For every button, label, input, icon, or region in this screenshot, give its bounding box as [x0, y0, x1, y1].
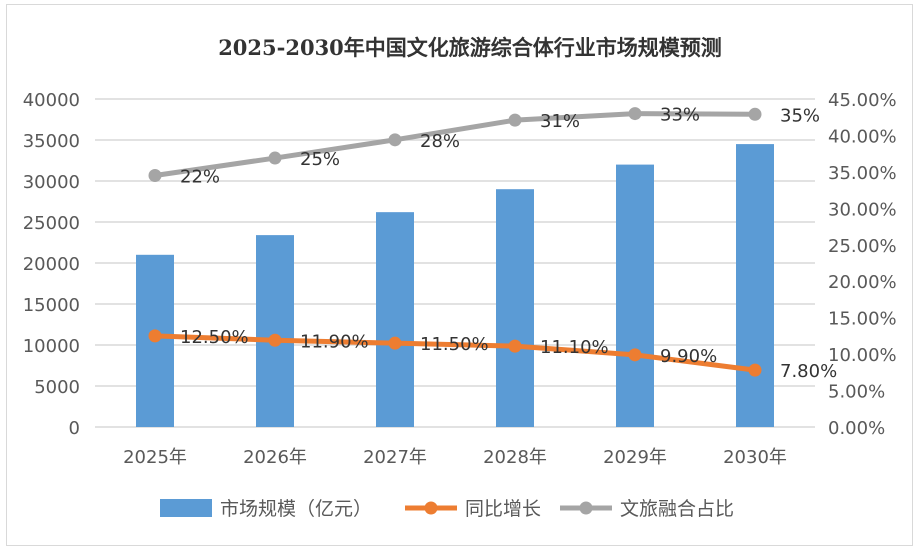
bar — [256, 235, 294, 427]
data-point — [628, 107, 642, 121]
data-point — [148, 329, 162, 343]
left-tick-label: 40000 — [23, 90, 80, 111]
left-tick-label: 10000 — [23, 336, 80, 357]
right-tick-label: 15.00% — [828, 309, 897, 330]
left-tick-label: 5000 — [34, 377, 80, 398]
right-tick-label: 5.00% — [828, 382, 885, 403]
data-label: 31% — [540, 111, 580, 132]
data-label: 11.10% — [540, 337, 609, 358]
data-point — [748, 363, 762, 377]
data-point — [508, 339, 522, 353]
legend-marker — [579, 501, 593, 515]
x-tick-label: 2030年 — [723, 447, 787, 468]
right-tick-label: 40.00% — [828, 126, 897, 147]
bar — [736, 144, 774, 427]
right-tick-label: 35.00% — [828, 163, 897, 184]
left-tick-label: 20000 — [23, 254, 80, 275]
legend-swatch — [160, 499, 212, 517]
data-label: 28% — [420, 131, 460, 152]
right-tick-label: 0.00% — [828, 418, 885, 439]
x-tick-label: 2026年 — [243, 447, 307, 468]
data-point — [388, 336, 402, 350]
right-tick-label: 10.00% — [828, 345, 897, 366]
data-point — [268, 151, 282, 165]
right-tick-label: 20.00% — [828, 272, 897, 293]
left-tick-label: 25000 — [23, 213, 80, 234]
x-tick-label: 2029年 — [603, 447, 667, 468]
left-tick-label: 30000 — [23, 172, 80, 193]
legend-marker — [424, 501, 438, 515]
bar — [376, 212, 414, 427]
bar — [496, 189, 534, 427]
data-label: 25% — [300, 149, 340, 170]
data-point — [628, 348, 642, 362]
data-label: 11.50% — [420, 334, 489, 355]
x-tick-label: 2027年 — [363, 447, 427, 468]
left-tick-label: 35000 — [23, 131, 80, 152]
data-point — [148, 169, 162, 183]
legend-label: 文旅融合占比 — [620, 498, 734, 520]
data-point — [748, 107, 762, 121]
data-label: 33% — [660, 105, 700, 126]
x-tick-label: 2028年 — [483, 447, 547, 468]
series-line — [154, 111, 756, 179]
right-tick-label: 30.00% — [828, 199, 897, 220]
data-point — [268, 333, 282, 347]
left-tick-label: 0 — [69, 418, 80, 439]
left-tick-label: 15000 — [23, 295, 80, 316]
data-point — [508, 113, 522, 127]
bar — [616, 164, 654, 427]
data-label: 11.90% — [300, 331, 369, 352]
legend-label: 市场规模（亿元） — [220, 498, 372, 520]
right-tick-label: 45.00% — [828, 90, 897, 111]
data-point — [388, 133, 402, 147]
data-label: 22% — [180, 167, 220, 188]
data-label: 35% — [780, 105, 820, 126]
series-line — [154, 333, 756, 373]
x-tick-label: 2025年 — [123, 447, 187, 468]
chart-title: 2025-2030年中国文化旅游综合体行业市场规模预测 — [218, 35, 722, 60]
chart-border — [6, 4, 913, 546]
right-tick-label: 25.00% — [828, 236, 897, 257]
legend-label: 同比增长 — [465, 498, 541, 520]
data-label: 12.50% — [180, 327, 249, 348]
data-label: 7.80% — [780, 361, 837, 382]
data-label: 9.90% — [660, 346, 717, 367]
